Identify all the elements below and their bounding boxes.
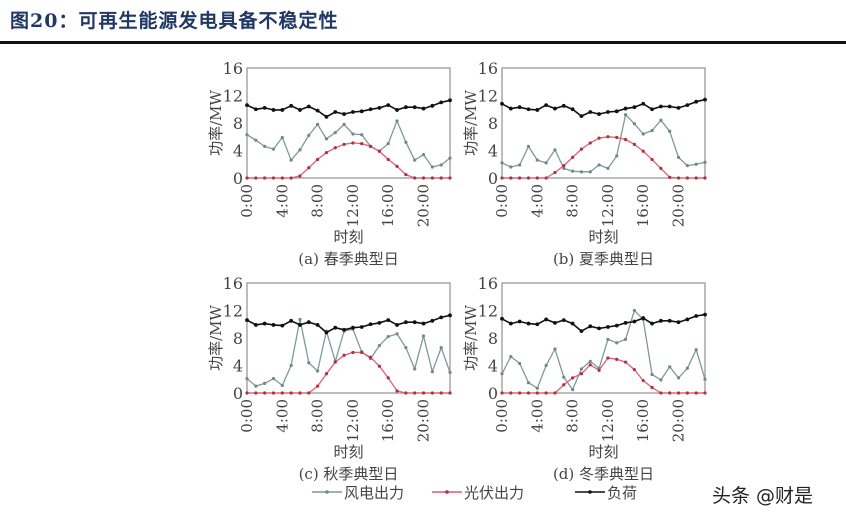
- plot-frame: [246, 67, 451, 179]
- y-axis-label: 功率/MW: [207, 305, 225, 371]
- subplot-caption: (a) 春季典型日: [298, 250, 398, 268]
- x-axis-label: 时刻: [588, 228, 618, 246]
- subplot-0: 0 4 8 12 16 功率/MW 0:00 4:00 8:00 12:00 16:00 20:00 时…: [207, 59, 452, 268]
- y-tick-label: 8: [488, 114, 498, 133]
- legend-item: 风电出力: [312, 484, 404, 502]
- y-tick-label: 16: [223, 59, 243, 78]
- load-series: [245, 313, 452, 335]
- solar-series: [500, 135, 707, 180]
- x-tick-label: 4:00: [273, 399, 291, 433]
- y-tick-label: 12: [223, 302, 243, 321]
- legend-label: 光伏出力: [464, 484, 524, 502]
- y-tick-label: 8: [488, 329, 498, 348]
- y-tick-label: 4: [233, 142, 243, 161]
- x-tick-label: 0:00: [493, 184, 511, 218]
- wind-series: [245, 119, 452, 169]
- y-tick-label: 12: [223, 87, 243, 106]
- y-axis-label: 功率/MW: [462, 305, 480, 371]
- legend-label: 风电出力: [344, 484, 404, 502]
- x-tick-label: 8:00: [564, 399, 582, 433]
- subplot-2: 0 4 8 12 16 功率/MW 0:00 4:00 8:00 12:00 16:00 20:00 时…: [207, 274, 452, 483]
- y-tick-label: 16: [478, 274, 498, 293]
- legend-label: 负荷: [607, 484, 637, 502]
- y-axis-label: 功率/MW: [207, 90, 225, 156]
- subplot-caption: (d) 冬季典型日: [553, 465, 654, 483]
- y-tick-label: 0: [488, 384, 498, 403]
- y-tick-label: 4: [233, 357, 243, 376]
- x-tick-label: 4:00: [273, 184, 291, 218]
- y-tick-label: 8: [233, 329, 243, 348]
- y-axis-label: 功率/MW: [462, 90, 480, 156]
- subplot-1: 0 4 8 12 16 功率/MW 0:00 4:00 8:00 12:00 16:00 20:00 时…: [462, 59, 707, 268]
- x-tick-label: 16:00: [634, 399, 652, 442]
- x-axis-label: 时刻: [588, 443, 618, 461]
- y-tick-label: 8: [233, 114, 243, 133]
- legend-item: 光伏出力: [432, 484, 524, 502]
- x-tick-label: 8:00: [309, 184, 327, 218]
- solar-series: [500, 356, 707, 395]
- solar-series: [245, 141, 452, 180]
- y-tick-label: 12: [478, 87, 498, 106]
- x-tick-label: 16:00: [634, 184, 652, 227]
- y-tick-label: 16: [478, 59, 498, 78]
- y-tick-label: 16: [223, 274, 243, 293]
- x-tick-label: 16:00: [379, 399, 397, 442]
- y-tick-label: 4: [488, 357, 498, 376]
- y-tick-label: 0: [233, 384, 243, 403]
- figure-title: 图20：可再生能源发电具备不稳定性: [10, 10, 339, 32]
- x-tick-label: 20:00: [670, 184, 688, 227]
- x-tick-label: 12:00: [599, 184, 617, 227]
- x-tick-label: 4:00: [528, 184, 546, 218]
- x-tick-label: 12:00: [599, 399, 617, 442]
- load-series: [500, 97, 707, 119]
- x-tick-label: 0:00: [238, 184, 256, 218]
- x-tick-label: 4:00: [528, 399, 546, 433]
- x-axis-label: 时刻: [333, 228, 363, 246]
- x-tick-label: 12:00: [344, 399, 362, 442]
- legend: 风电出力 光伏出力 负荷: [312, 484, 637, 502]
- legend-item: 负荷: [575, 484, 637, 502]
- x-tick-label: 0:00: [493, 399, 511, 433]
- subplot-caption: (b) 夏季典型日: [553, 250, 654, 268]
- y-tick-label: 0: [488, 169, 498, 188]
- x-tick-label: 16:00: [379, 184, 397, 227]
- x-tick-label: 8:00: [309, 399, 327, 433]
- subplot-3: 0 4 8 12 16 功率/MW 0:00 4:00 8:00 12:00 16:00 20:00 时…: [462, 274, 707, 483]
- load-series: [500, 312, 707, 334]
- watermark: 头条 @财是: [712, 485, 814, 507]
- solar-series: [245, 350, 452, 395]
- y-tick-label: 4: [488, 142, 498, 161]
- plot-frame: [246, 282, 451, 394]
- x-tick-label: 20:00: [415, 399, 433, 442]
- x-axis-label: 时刻: [333, 443, 363, 461]
- x-tick-label: 20:00: [415, 184, 433, 227]
- wind-series: [500, 308, 707, 392]
- load-series: [245, 98, 452, 119]
- title-divider: [0, 41, 846, 44]
- y-tick-label: 12: [478, 302, 498, 321]
- x-tick-label: 0:00: [238, 399, 256, 433]
- plot-frame: [501, 282, 706, 394]
- x-tick-label: 20:00: [670, 399, 688, 442]
- x-tick-label: 12:00: [344, 184, 362, 227]
- subplot-caption: (c) 秋季典型日: [299, 465, 399, 483]
- plot-frame: [501, 67, 706, 179]
- wind-series: [500, 113, 707, 174]
- y-tick-label: 0: [233, 169, 243, 188]
- x-tick-label: 8:00: [564, 184, 582, 218]
